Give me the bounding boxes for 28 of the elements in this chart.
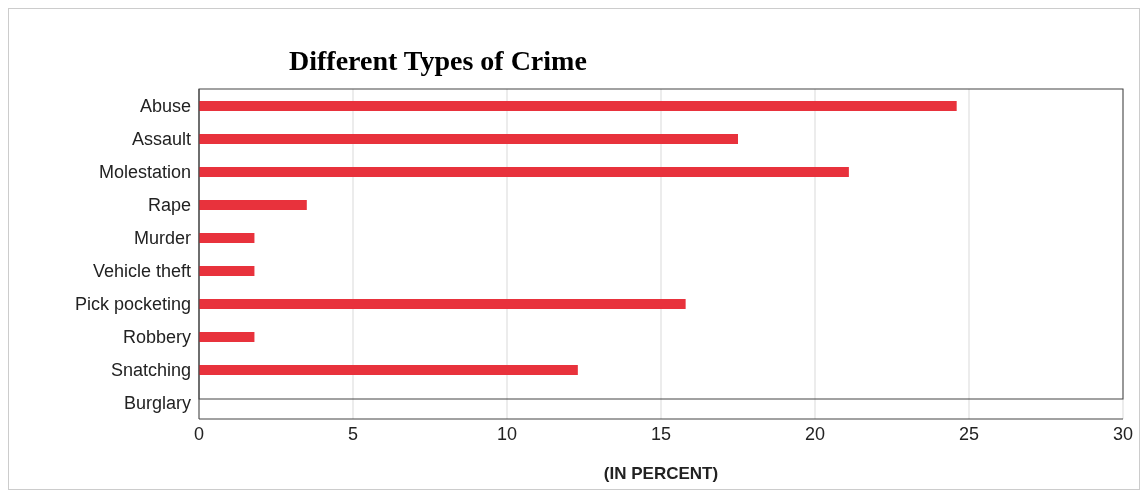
y-tick-label: Snatching [110,359,191,380]
y-tick-label: Abuse [139,95,191,116]
y-tick-label: Assault [131,128,191,149]
x-tick-label: 30 [1112,423,1134,444]
y-tick-label: Vehicle theft [92,260,191,281]
bar [199,101,957,111]
x-tick-label: 5 [347,423,359,444]
y-tick-label: Pick pocketing [74,293,191,314]
x-tick-label: 15 [650,423,672,444]
x-tick-label: 10 [496,423,518,444]
bar [199,134,738,144]
x-tick-label: 25 [958,423,980,444]
x-axis-title: (IN PERCENT) [603,464,719,483]
y-tick-label: Rape [147,194,191,215]
bar [199,365,578,375]
bar [199,167,849,177]
bar [199,299,686,309]
y-tick-label: Molestation [98,161,191,182]
bar [199,233,255,243]
y-tick-label: Burglary [123,392,191,413]
y-tick-label: Robbery [122,326,191,347]
bar [199,200,307,210]
y-tick-label: Murder [133,227,191,248]
chart-title: Different Types of Crime [289,45,587,77]
x-tick-label: 0 [193,423,205,444]
bar [199,332,255,342]
x-tick-label: 20 [804,423,826,444]
bar [199,266,255,276]
